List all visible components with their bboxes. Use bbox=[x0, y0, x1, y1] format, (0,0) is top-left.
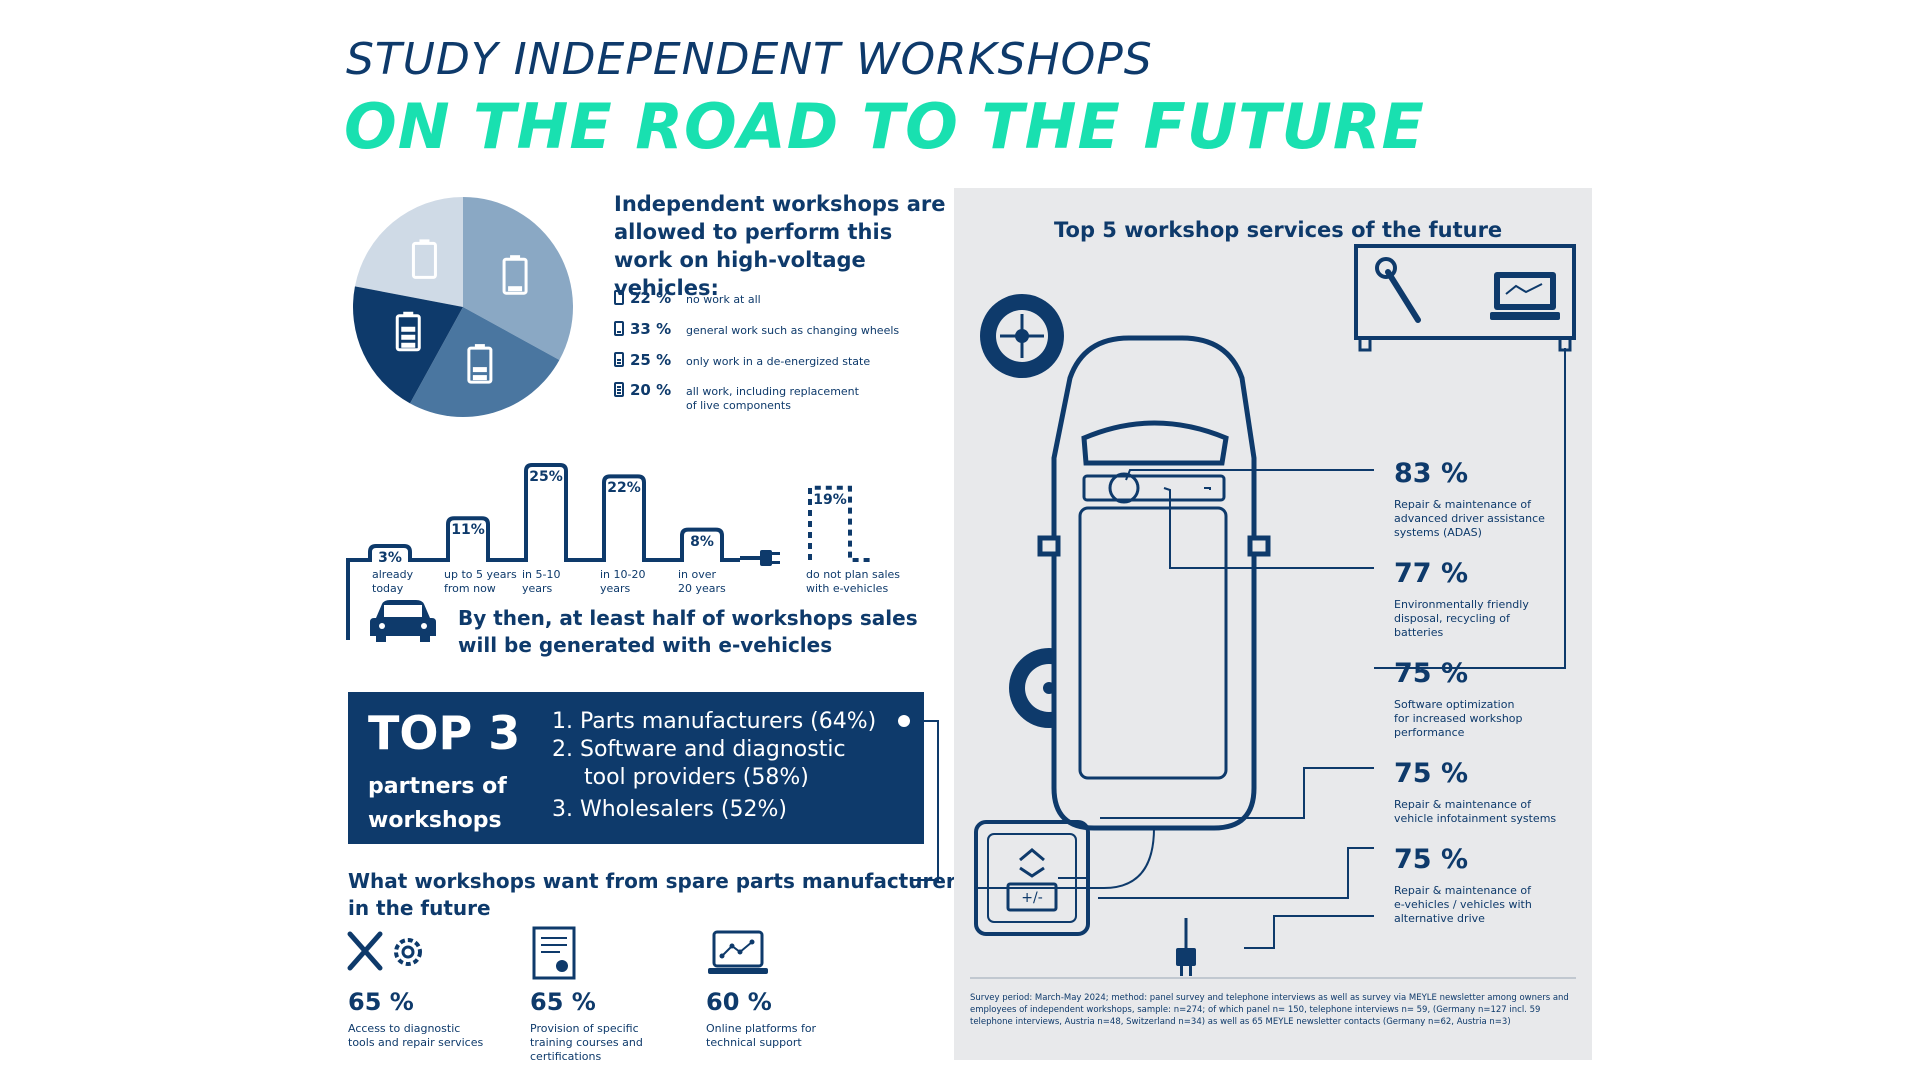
pie-slice-2 bbox=[463, 197, 573, 360]
hv-legend-item: 22 % no work at all bbox=[614, 288, 761, 314]
service-label-3: Software optimization for increased works… bbox=[1394, 698, 1523, 739]
stair-label-4: in 10-20 years bbox=[600, 568, 646, 595]
stair-pct-3: 25% bbox=[529, 469, 563, 485]
battery-low-icon bbox=[502, 255, 528, 295]
service-pct-5: 75 % bbox=[1394, 844, 1469, 875]
battery-full-icon bbox=[395, 311, 421, 352]
stair-pct-2: 11% bbox=[451, 522, 485, 539]
hv-pie-chart bbox=[353, 197, 573, 417]
ev-sales-stair-chart bbox=[346, 463, 870, 642]
tools-gear-icon bbox=[347, 931, 422, 971]
want-label-2: Provision of specific training courses an… bbox=[530, 1022, 643, 1063]
survey-footnote: Survey period: March-May 2024; method: p… bbox=[970, 993, 1569, 1027]
stair-pct-6: 19% bbox=[813, 491, 847, 508]
top3-partners-box: TOP 3 partners of workshops 1. Parts man… bbox=[348, 692, 924, 844]
title-line-2: ON THE ROAD TO THE FUTURE bbox=[344, 90, 1425, 163]
want-pct-1: 65 % bbox=[348, 988, 414, 1016]
services-illustration: +/- bbox=[970, 244, 1576, 979]
ev-sales-note: By then, at least half of workshops sale… bbox=[458, 606, 918, 657]
service-pct-1: 83 % bbox=[1394, 458, 1469, 489]
hv-legend-pct: 25 % bbox=[630, 351, 672, 369]
car-icon bbox=[370, 600, 436, 642]
service-label-4: Repair & maintenance of vehicle infotainm… bbox=[1394, 798, 1557, 825]
top3-heading: TOP 3 bbox=[368, 706, 521, 760]
hv-legend-pct: 22 % bbox=[630, 289, 672, 307]
want-pct-2: 65 % bbox=[530, 988, 596, 1016]
hv-legend-label: only work in a de-energized state bbox=[686, 355, 871, 368]
certificate-icon bbox=[532, 926, 576, 980]
top3-item-3: 3. Wholesalers (52%) bbox=[552, 797, 787, 822]
hv-legend-pct: 33 % bbox=[630, 320, 672, 338]
battery-empty-icon bbox=[411, 239, 437, 279]
stair-label-2: up to 5 years from now bbox=[444, 568, 517, 595]
battery-half-icon bbox=[614, 352, 624, 367]
laptop-chart-icon bbox=[708, 930, 768, 974]
want-pct-3: 60 % bbox=[706, 988, 772, 1016]
pie-slice-1 bbox=[354, 197, 463, 307]
hv-legend-pct: 20 % bbox=[630, 381, 672, 399]
connector-line bbox=[912, 720, 939, 881]
service-label-1: Repair & maintenance of advanced driver a… bbox=[1394, 498, 1545, 539]
hv-legend-label: general work such as changing wheels bbox=[686, 324, 900, 337]
battery-empty-icon bbox=[614, 290, 624, 305]
battery-full-icon bbox=[614, 382, 624, 397]
battery-low-icon bbox=[614, 321, 624, 336]
service-label-5: Repair & maintenance of e-vehicles / vehi… bbox=[1394, 884, 1532, 925]
leader-lines bbox=[1058, 348, 1566, 949]
service-pct-4: 75 % bbox=[1394, 758, 1469, 789]
title-line-1: STUDY INDEPENDENT WORKSHOPS bbox=[346, 34, 1153, 85]
hv-work-title: Independent workshops are allowed to per… bbox=[614, 192, 946, 300]
want-label-3: Online platforms for technical support bbox=[706, 1022, 817, 1049]
car-top-view-icon bbox=[974, 335, 1271, 889]
top3-item-2-cont: tool providers (58%) bbox=[584, 765, 809, 790]
stair-label-5: in over 20 years bbox=[678, 568, 726, 595]
hv-legend-item: 20 % all work, including replacement of li… bbox=[614, 380, 859, 412]
service-pct-2: 77 % bbox=[1394, 558, 1469, 589]
plug-icon bbox=[740, 550, 780, 566]
stair-pct-5: 8% bbox=[690, 533, 714, 550]
plug-icon bbox=[1176, 918, 1196, 976]
stair-label-1: already today bbox=[372, 568, 414, 595]
stair-label-3: in 5-10 years bbox=[522, 568, 561, 595]
wrench-icon bbox=[1375, 257, 1421, 323]
wheel-icon bbox=[980, 294, 1064, 378]
laptop-diagnostic-icon bbox=[1490, 272, 1560, 320]
top3-item-1: 1. Parts manufacturers (64%) bbox=[552, 709, 877, 734]
hv-legend-label: all work, including replacement of live c… bbox=[686, 385, 859, 412]
hv-legend-item: 25 % only work in a de-energized state bbox=[614, 350, 870, 376]
stair-label-6: do not plan sales with e-vehicles bbox=[806, 568, 900, 595]
stair-pct-1: 3% bbox=[378, 550, 402, 566]
want-title: What workshops want from spare parts man… bbox=[348, 869, 968, 920]
recycle-battery-icon: +/- bbox=[974, 820, 1090, 936]
stair-pct-4: 22% bbox=[607, 480, 641, 497]
top3-subheading: partners of workshops bbox=[368, 774, 507, 833]
svg-text:+/-: +/- bbox=[1021, 890, 1043, 906]
battery-half-icon bbox=[467, 344, 493, 384]
pie-slice-3 bbox=[410, 307, 560, 417]
top3-item-2: 2. Software and diagnostic bbox=[552, 737, 846, 762]
services-title: Top 5 workshop services of the future bbox=[1054, 218, 1503, 242]
hv-legend-label: no work at all bbox=[686, 293, 761, 306]
service-label-2: Environmentally friendly disposal, recycl… bbox=[1394, 598, 1529, 639]
hv-legend-item: 33 % general work such as changing wheels bbox=[614, 319, 899, 345]
want-label-1: Access to diagnostic tools and repair ser… bbox=[348, 1022, 484, 1049]
bullet-dot bbox=[898, 715, 910, 727]
service-pct-3: 75 % bbox=[1394, 658, 1469, 689]
